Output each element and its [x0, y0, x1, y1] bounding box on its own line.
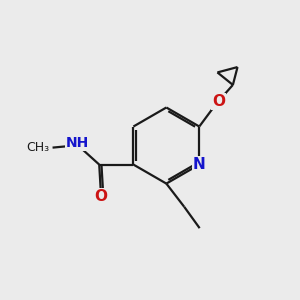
Text: N: N — [193, 157, 206, 172]
Text: O: O — [94, 189, 107, 204]
Text: NH: NH — [66, 136, 89, 150]
Text: O: O — [212, 94, 225, 109]
Text: CH₃: CH₃ — [26, 141, 50, 154]
